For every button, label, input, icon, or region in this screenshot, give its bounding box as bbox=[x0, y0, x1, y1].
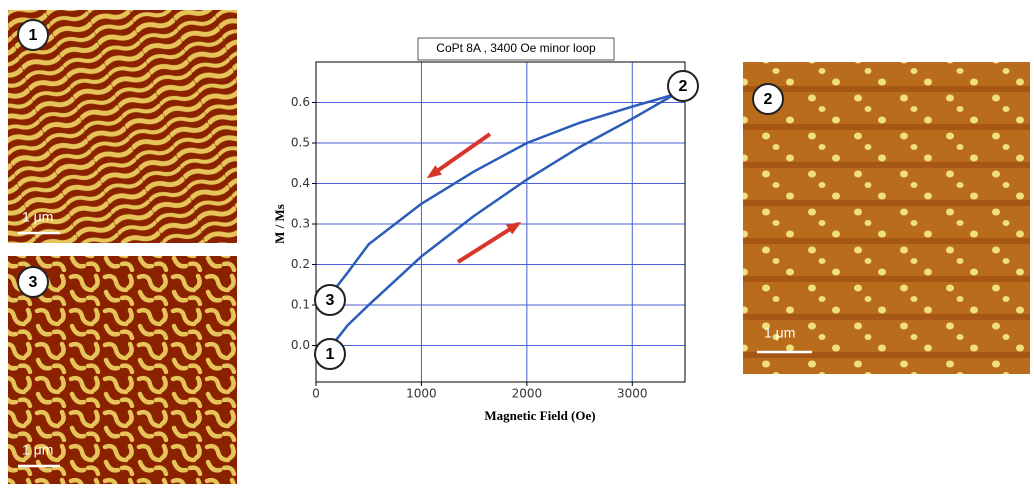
x-tick-label: 1000 bbox=[406, 387, 437, 401]
y-tick-label: 0.4 bbox=[291, 176, 310, 190]
image-2: 2 1 μm bbox=[743, 62, 1030, 374]
x-tick-label: 3000 bbox=[617, 387, 648, 401]
y-tick-label: 0.3 bbox=[291, 217, 310, 231]
y-tick-label: 0.1 bbox=[291, 298, 310, 312]
y-tick-label: 0.0 bbox=[291, 338, 310, 352]
image-label: 1 bbox=[29, 27, 38, 44]
image-label: 3 bbox=[29, 274, 38, 291]
annotation: 1 bbox=[326, 346, 335, 363]
scale-label: 1 μm bbox=[764, 325, 795, 341]
plot-area bbox=[316, 62, 685, 382]
image-1: 1 1 μm bbox=[8, 10, 237, 243]
image-label: 2 bbox=[764, 91, 773, 108]
annotation: 3 bbox=[326, 292, 335, 309]
y-tick-label: 0.2 bbox=[291, 257, 310, 271]
image-3: 3 1 μm bbox=[8, 256, 237, 484]
x-tick-label: 2000 bbox=[512, 387, 543, 401]
scale-label: 1 μm bbox=[22, 209, 53, 225]
x-tick-label: 0 bbox=[312, 387, 320, 401]
y-tick-label: 0.6 bbox=[291, 95, 310, 109]
figure: 1 1 μm 3 1 μm 2 1 μm CoPt 8A , 3400 Oe m… bbox=[0, 0, 1034, 486]
y-axis-label: M / Ms bbox=[272, 204, 287, 244]
y-tick-label: 0.5 bbox=[291, 136, 310, 150]
annotation: 2 bbox=[679, 78, 688, 95]
chart-title: CoPt 8A , 3400 Oe minor loop bbox=[436, 41, 596, 55]
x-axis-label: Magnetic Field (Oe) bbox=[484, 408, 595, 423]
scale-label: 1 μm bbox=[22, 442, 53, 458]
